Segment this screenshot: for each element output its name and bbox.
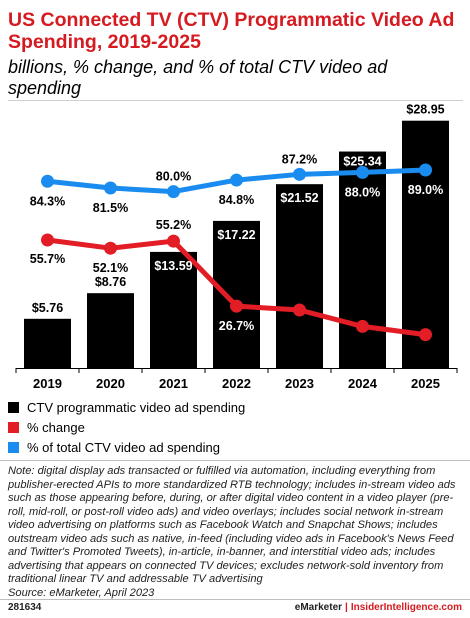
share-point-2022 — [230, 173, 243, 187]
legend-swatch-share — [8, 442, 19, 453]
share-point-2025 — [419, 163, 432, 177]
x-tick-label-2022: 2022 — [222, 376, 251, 391]
top-divider — [8, 100, 463, 101]
legend-label-change: % change — [27, 420, 85, 435]
brand-site: InsiderIntelligence.com — [350, 602, 462, 613]
change-point-2021 — [167, 234, 180, 248]
legend-item-change: % change — [8, 418, 463, 437]
chart-title: US Connected TV (CTV) Programmatic Video… — [8, 9, 455, 53]
change-label-2025: 14.2% — [408, 348, 443, 362]
legend-label-spending: CTV programmatic video ad spending — [27, 400, 246, 415]
share-point-2019 — [41, 174, 54, 188]
footer-brand: eMarketer | InsiderIntelligence.com — [295, 602, 462, 613]
share-point-2023 — [293, 167, 306, 181]
bar-label-2022: $17.22 — [217, 228, 255, 242]
legend-swatch-spending — [8, 402, 19, 413]
brand-separator: | — [345, 602, 348, 613]
change-label-2020: 52.1% — [93, 261, 128, 275]
bar-2020 — [87, 293, 134, 368]
change-point-2023 — [293, 303, 306, 317]
change-point-2025 — [419, 328, 432, 342]
share-point-2020 — [104, 181, 117, 195]
chart-subtitle: billions, % change, and % of total CTV v… — [8, 57, 388, 98]
x-tick-label-2024: 2024 — [348, 376, 378, 391]
bar-2022 — [213, 220, 260, 368]
bar-2023 — [276, 184, 323, 368]
share-label-2022: 84.8% — [219, 193, 254, 207]
notes-divider — [0, 460, 470, 461]
x-tick-label-2023: 2023 — [285, 376, 314, 391]
x-tick-label-2025: 2025 — [411, 376, 440, 391]
x-tick-label-2019: 2019 — [33, 376, 62, 391]
x-tick-label-2021: 2021 — [159, 376, 188, 391]
footer-divider — [0, 599, 470, 600]
bar-2021 — [150, 251, 197, 368]
change-label-2024: 17.8% — [345, 339, 380, 353]
bar-label-2025: $28.95 — [406, 103, 444, 117]
bar-label-2020: $8.76 — [95, 275, 126, 289]
change-label-2021: 55.2% — [156, 218, 191, 232]
combo-chart: 2019 2020 2021 2022 2023 2024 2025 $5.76 $8.76 $1… — [15, 103, 458, 391]
share-point-2024 — [356, 165, 369, 179]
x-tick-label-2020: 2020 — [96, 376, 125, 391]
change-point-2024 — [356, 319, 369, 333]
share-label-2025: 89.0% — [408, 183, 443, 197]
bar-label-2023: $21.52 — [280, 191, 318, 205]
share-point-2021 — [167, 185, 180, 199]
bar-2025 — [402, 120, 449, 368]
change-point-2019 — [41, 233, 54, 247]
note-text: Note: digital display ads transacted or … — [8, 465, 456, 585]
change-label-2023: 25.0% — [282, 323, 317, 337]
chart-id: 281634 — [8, 602, 42, 613]
share-label-2023: 87.2% — [282, 152, 317, 166]
legend-item-share: % of total CTV video ad spending — [8, 438, 463, 457]
bar-label-2021: $13.59 — [154, 259, 192, 273]
share-label-2021: 80.0% — [156, 170, 191, 184]
notes: Note: digital display ads transacted or … — [8, 465, 466, 600]
change-label-2019: 55.7% — [30, 252, 65, 266]
source-text: Source: eMarketer, April 2023 — [8, 586, 155, 599]
bar-2024 — [339, 151, 386, 368]
legend: CTV programmatic video ad spending % cha… — [8, 398, 463, 458]
share-label-2019: 84.3% — [30, 194, 65, 208]
change-point-2020 — [104, 241, 117, 255]
change-label-2022: 26.7% — [219, 319, 254, 333]
change-point-2022 — [230, 299, 243, 313]
bar-label-2019: $5.76 — [32, 301, 63, 315]
legend-label-share: % of total CTV video ad spending — [27, 440, 220, 455]
brand-emarketer: eMarketer — [294, 602, 343, 613]
share-label-2024: 88.0% — [345, 185, 380, 199]
bar-2019 — [24, 318, 71, 368]
bar-label-2024: $25.34 — [343, 155, 381, 169]
legend-swatch-change — [8, 422, 19, 433]
legend-item-spending: CTV programmatic video ad spending — [8, 398, 463, 417]
share-label-2020: 81.5% — [93, 201, 128, 215]
